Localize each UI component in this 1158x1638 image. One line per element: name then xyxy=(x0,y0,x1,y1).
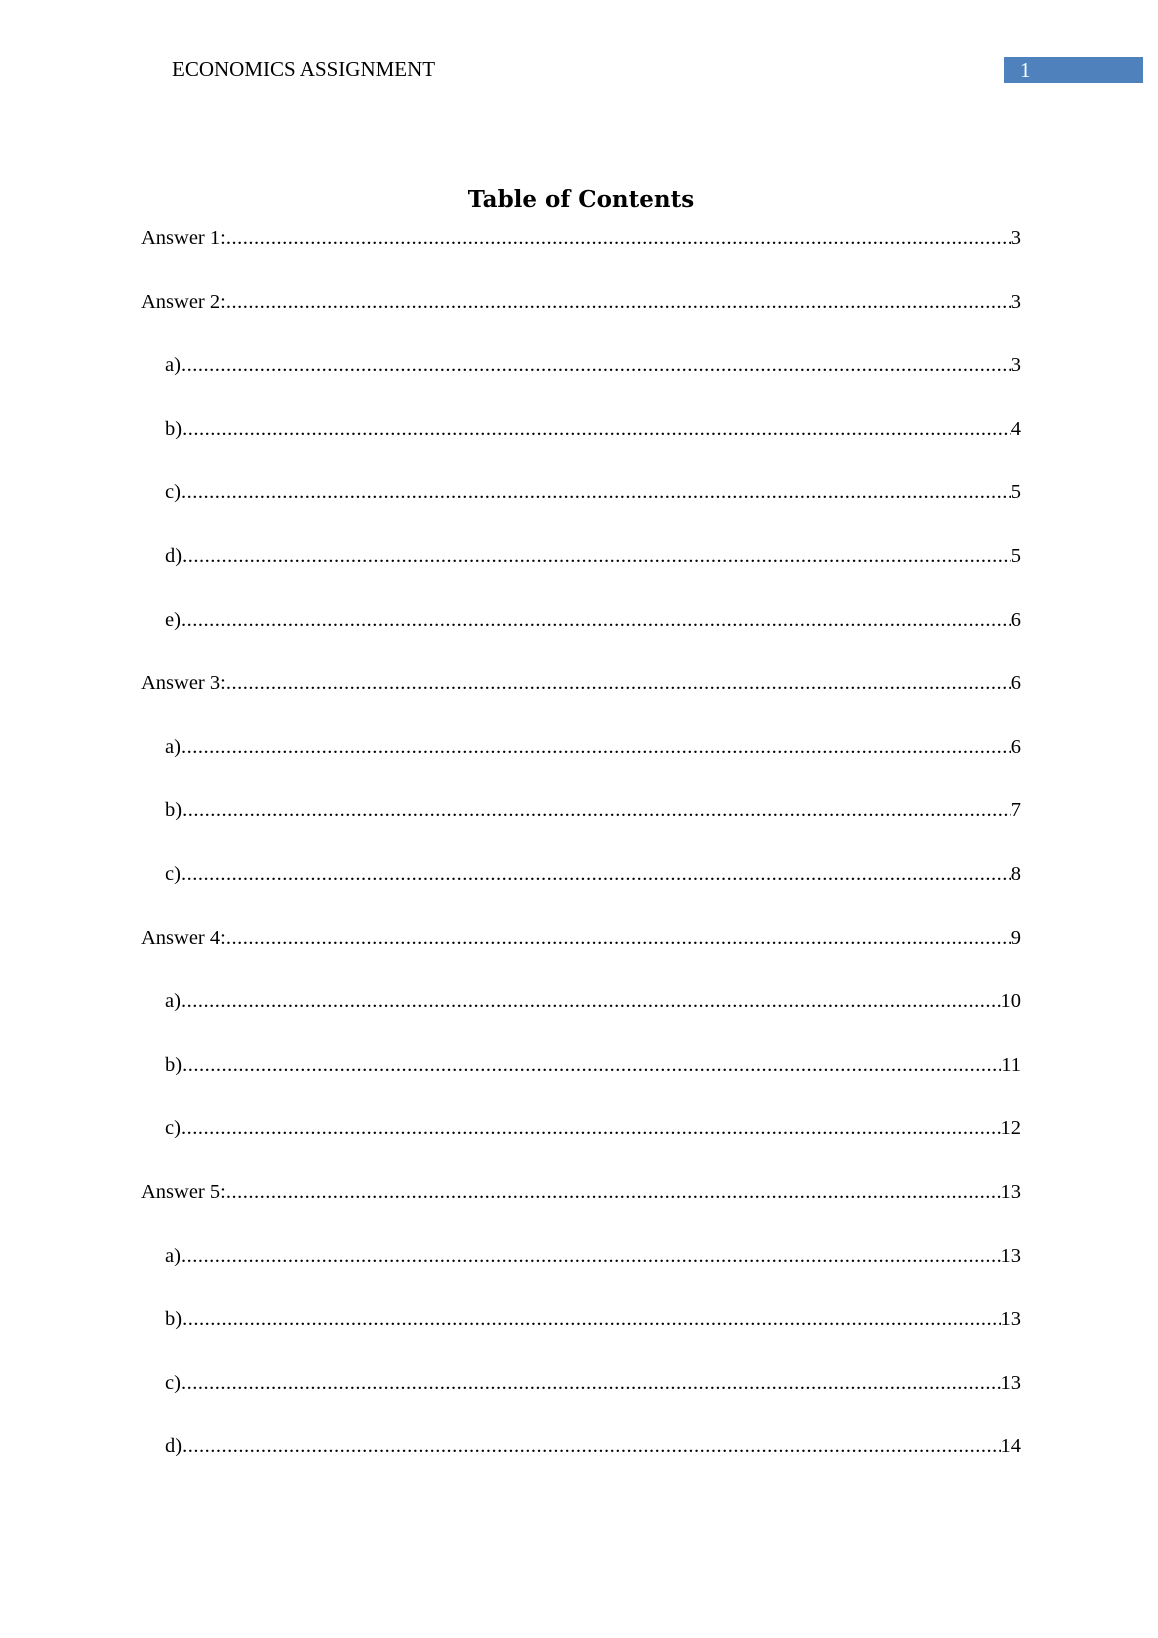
toc-entry[interactable]: Answer 3: 6 xyxy=(141,669,1021,733)
toc-entry-page: 3 xyxy=(1010,227,1021,249)
dot-leader xyxy=(182,1051,1001,1079)
dot-leader xyxy=(181,1242,1001,1270)
toc-entry[interactable]: b) 11 xyxy=(141,1051,1021,1115)
toc-entry-label: d) xyxy=(165,1435,183,1458)
toc-entry-page: 13 xyxy=(1000,1180,1022,1203)
toc-entry-label: b) xyxy=(165,799,183,822)
dot-leader xyxy=(181,478,1011,506)
toc-entry-label: e) xyxy=(165,608,181,631)
toc-entry-page: 13 xyxy=(1000,1308,1022,1331)
toc-entry-label: a) xyxy=(165,1244,181,1267)
toc-entry[interactable]: b) 7 xyxy=(141,796,1021,860)
toc-entry-label: Answer 1: xyxy=(141,227,226,249)
toc-entry[interactable]: c) 13 xyxy=(141,1369,1021,1433)
toc-entry-page: 6 xyxy=(1010,735,1021,758)
toc-entry-label: b) xyxy=(165,417,183,440)
toc-entry[interactable]: d) 5 xyxy=(141,542,1021,606)
dot-leader xyxy=(181,860,1011,888)
dot-leader xyxy=(226,1178,1001,1206)
toc-entry-page: 13 xyxy=(1000,1244,1022,1267)
toc-entry[interactable]: a) 6 xyxy=(141,733,1021,797)
toc-entry[interactable]: e) 6 xyxy=(141,606,1021,670)
dot-leader xyxy=(182,415,1011,443)
toc-entry-page: 3 xyxy=(1010,354,1021,377)
toc-entry-page: 6 xyxy=(1010,672,1021,695)
toc-entry-label: Answer 5: xyxy=(141,1180,226,1203)
toc-entry-label: a) xyxy=(165,735,181,758)
toc-entry-label: Answer 2: xyxy=(141,290,226,313)
header-title: ECONOMICS ASSIGNMENT xyxy=(172,57,436,81)
toc-entry[interactable]: b) 4 xyxy=(141,415,1021,479)
toc-entry[interactable]: Answer 1: 3 xyxy=(141,224,1021,288)
toc-entry-label: Answer 4: xyxy=(141,926,226,949)
page-number: 1 xyxy=(1020,58,1031,82)
toc-entry-page: 5 xyxy=(1010,544,1021,567)
toc-entry-page: 7 xyxy=(1010,799,1021,822)
dot-leader xyxy=(182,542,1011,570)
toc-entry-label: c) xyxy=(165,862,181,885)
dot-leader xyxy=(226,669,1011,697)
dot-leader xyxy=(182,1432,1000,1460)
toc-title: Table of Contents xyxy=(467,186,695,213)
toc-entry[interactable]: c) 12 xyxy=(141,1114,1021,1178)
toc-entry[interactable]: b) 13 xyxy=(141,1305,1021,1369)
toc-entry[interactable]: c) 8 xyxy=(141,860,1021,924)
dot-leader xyxy=(226,224,1011,252)
toc-entry-label: d) xyxy=(165,544,183,567)
toc-entry-page: 13 xyxy=(1000,1371,1022,1394)
toc-entry-page: 8 xyxy=(1010,862,1021,885)
dot-leader xyxy=(226,288,1011,316)
toc-entry[interactable]: d) 14 xyxy=(141,1432,1021,1496)
dot-leader xyxy=(182,1305,1000,1333)
toc-entry-label: c) xyxy=(165,1371,181,1394)
toc-entry[interactable]: Answer 2: 3 xyxy=(141,288,1021,352)
dot-leader xyxy=(181,987,1001,1015)
toc-entry-page: 14 xyxy=(1000,1435,1022,1458)
toc-entry[interactable]: Answer 4: 9 xyxy=(141,924,1021,988)
toc-entry[interactable]: a) 10 xyxy=(141,987,1021,1051)
dot-leader xyxy=(181,1114,1001,1142)
toc-entry-page: 10 xyxy=(1000,990,1022,1013)
toc-entry-label: Answer 3: xyxy=(141,672,226,695)
toc-entry-page: 4 xyxy=(1010,417,1021,440)
toc-entry-page: 11 xyxy=(1001,1053,1021,1076)
page-number-badge: 1 xyxy=(1004,57,1143,83)
toc-entry-label: c) xyxy=(165,481,181,504)
dot-leader xyxy=(226,924,1011,952)
toc-entry-label: a) xyxy=(165,990,181,1013)
dot-leader xyxy=(181,1369,1001,1397)
toc-entry-page: 9 xyxy=(1010,926,1021,949)
toc-entry[interactable]: Answer 5: 13 xyxy=(141,1178,1021,1242)
toc-entry-page: 5 xyxy=(1010,481,1021,504)
toc-entry[interactable]: c) 5 xyxy=(141,478,1021,542)
dot-leader xyxy=(182,796,1011,824)
toc-entry-label: a) xyxy=(165,354,181,377)
dot-leader xyxy=(181,733,1011,761)
dot-leader xyxy=(181,351,1011,379)
toc-entry-label: b) xyxy=(165,1308,183,1331)
toc-entry-label: b) xyxy=(165,1053,183,1076)
toc-entry-page: 12 xyxy=(1000,1117,1022,1140)
toc-entry-label: c) xyxy=(165,1117,181,1140)
toc-entry[interactable]: a) 3 xyxy=(141,351,1021,415)
toc-entry-page: 6 xyxy=(1010,608,1021,631)
dot-leader xyxy=(181,606,1011,634)
toc-entry[interactable]: a) 13 xyxy=(141,1242,1021,1306)
toc-entry-page: 3 xyxy=(1010,290,1021,313)
